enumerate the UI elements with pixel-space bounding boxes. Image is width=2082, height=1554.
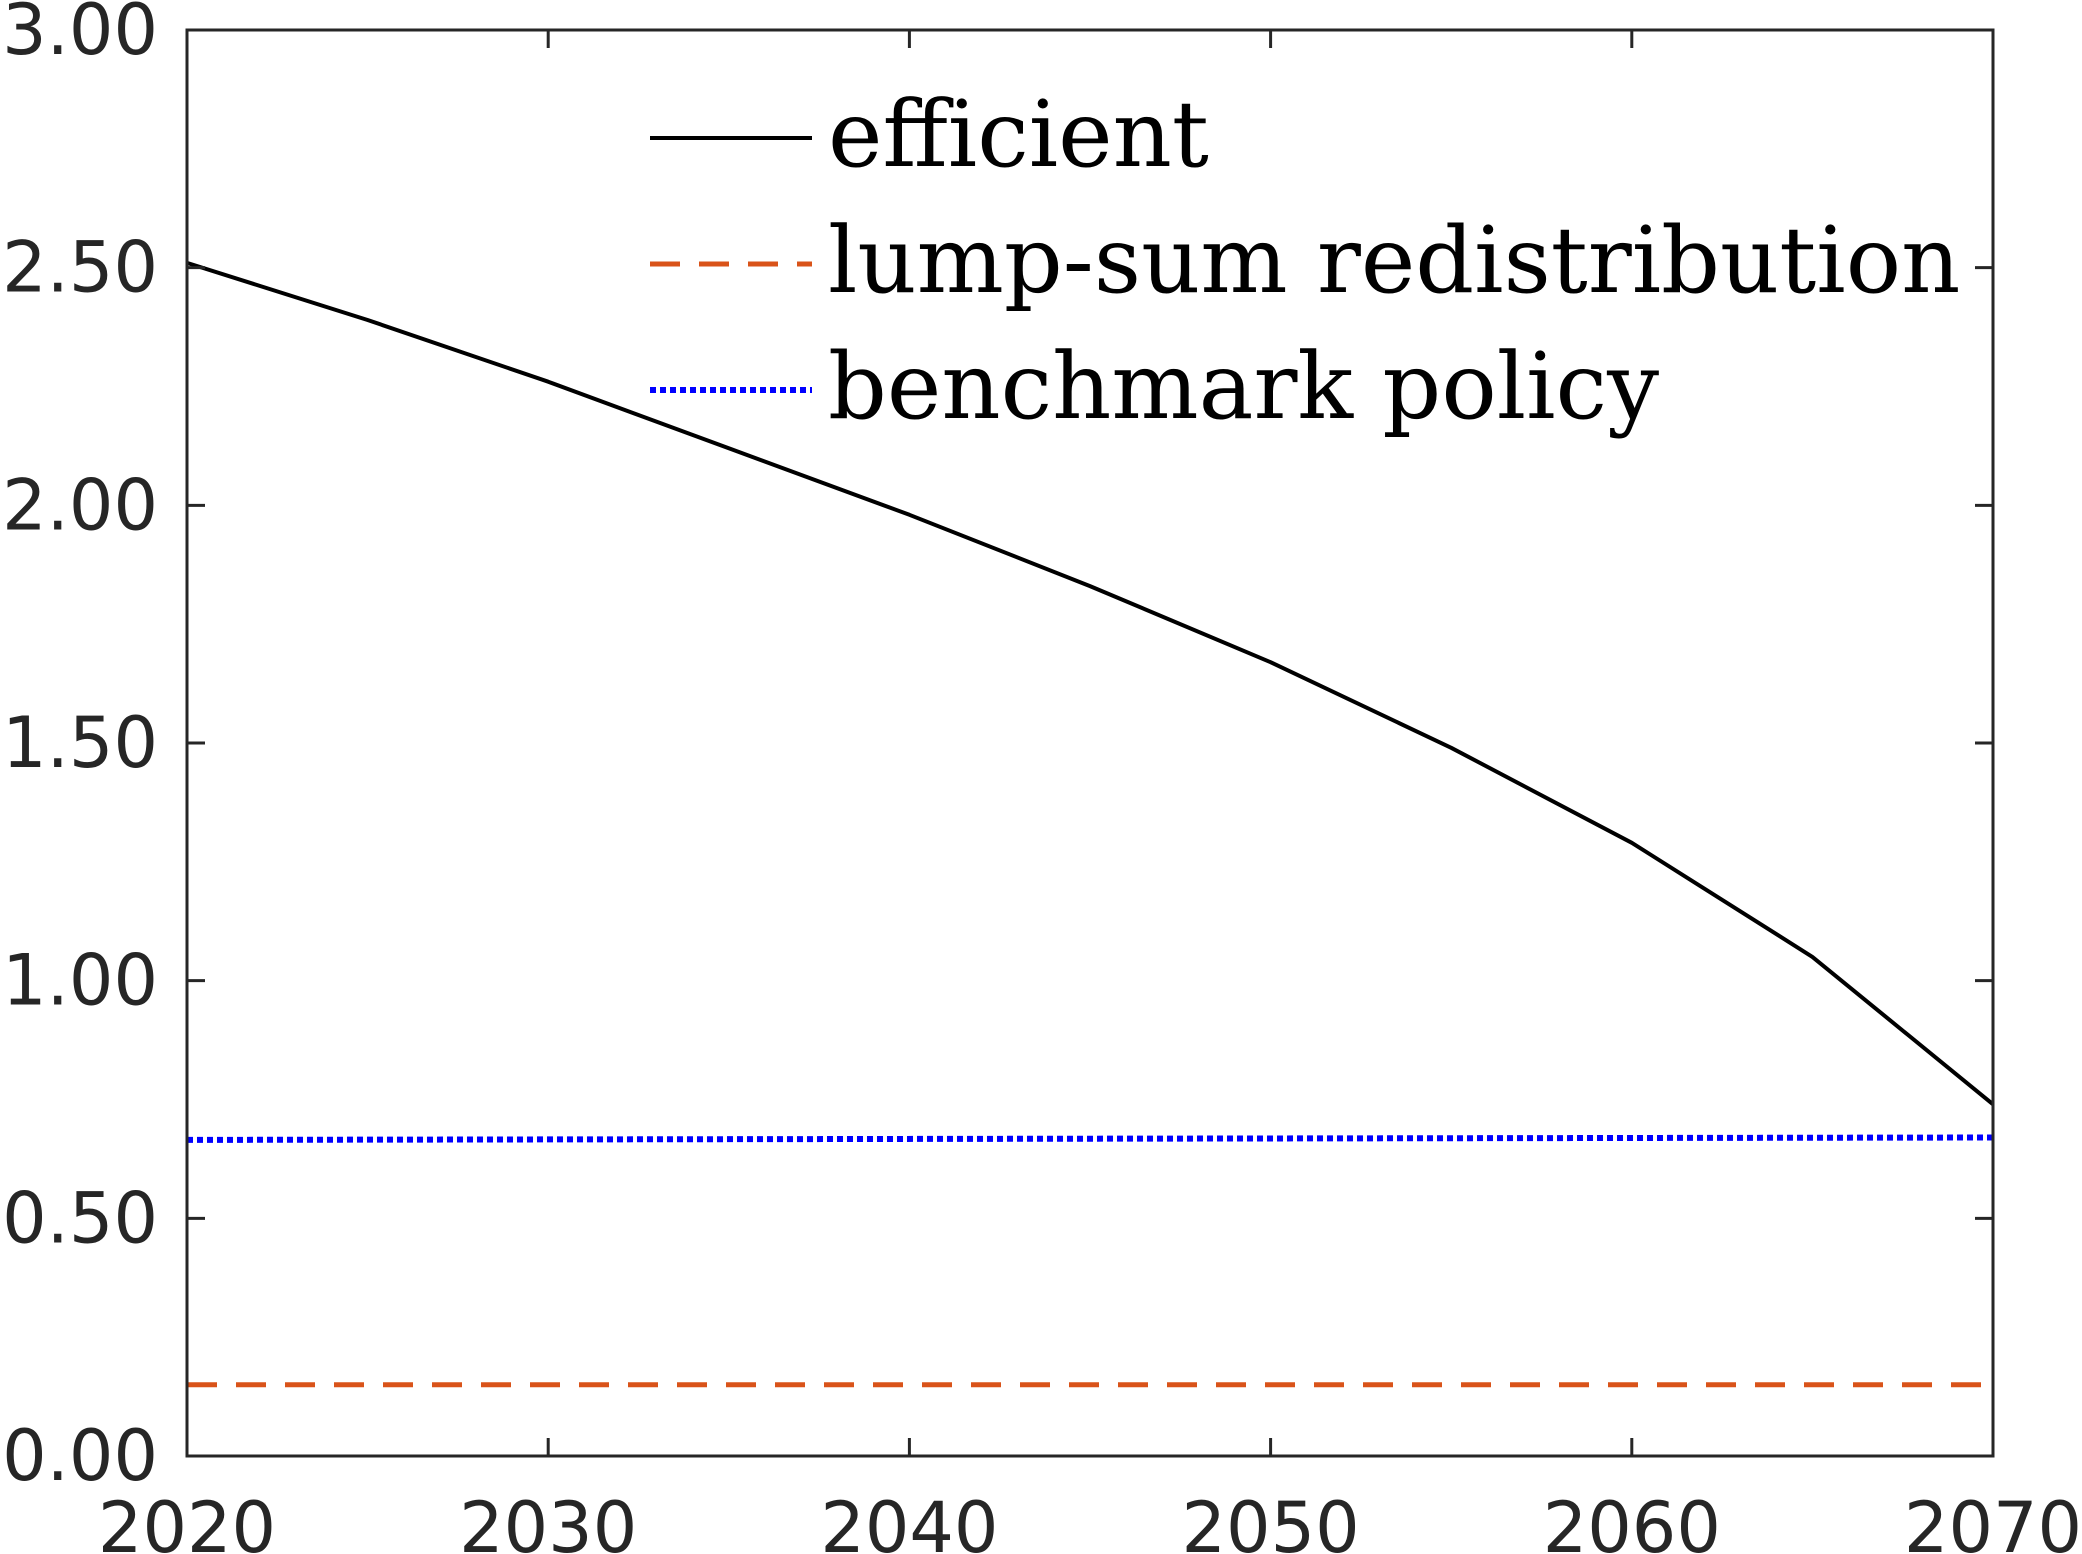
x-tick-labels: 2020 2030 2040 2050 2060 2070 <box>98 1487 2082 1554</box>
legend-label-1: lump-sum redistribution <box>828 207 1960 314</box>
x-tick-label: 2050 <box>1182 1487 1360 1554</box>
x-tick-label: 2020 <box>98 1487 276 1554</box>
y-tick-label: 0.50 <box>2 1177 158 1259</box>
legend-label-0: efficient <box>828 81 1209 188</box>
x-tick-label: 2060 <box>1543 1487 1721 1554</box>
series-layer <box>186 260 1995 1388</box>
x-tick-label: 2030 <box>459 1487 637 1554</box>
x-tick-label: 2040 <box>820 1487 998 1554</box>
y-tick-label: 2.50 <box>2 227 158 309</box>
y-tick-label: 2.00 <box>2 464 158 546</box>
y-tick-label: 0.00 <box>2 1415 158 1497</box>
y-tick-label: 3.00 <box>2 0 158 71</box>
axes <box>185 28 1995 1458</box>
x-tick-label: 2070 <box>1904 1487 2082 1554</box>
legend-label-2: benchmark policy <box>828 333 1659 440</box>
y-tick-labels: 0.00 0.50 1.00 1.50 2.00 2.50 3.00 <box>2 0 158 1497</box>
legend: efficient lump-sum redistribution benchmar… <box>650 81 1960 440</box>
series-line-2 <box>186 1134 1994 1143</box>
y-tick-label: 1.00 <box>2 940 158 1022</box>
series-line-0 <box>186 260 1995 1106</box>
y-tick-label: 1.50 <box>2 702 158 784</box>
